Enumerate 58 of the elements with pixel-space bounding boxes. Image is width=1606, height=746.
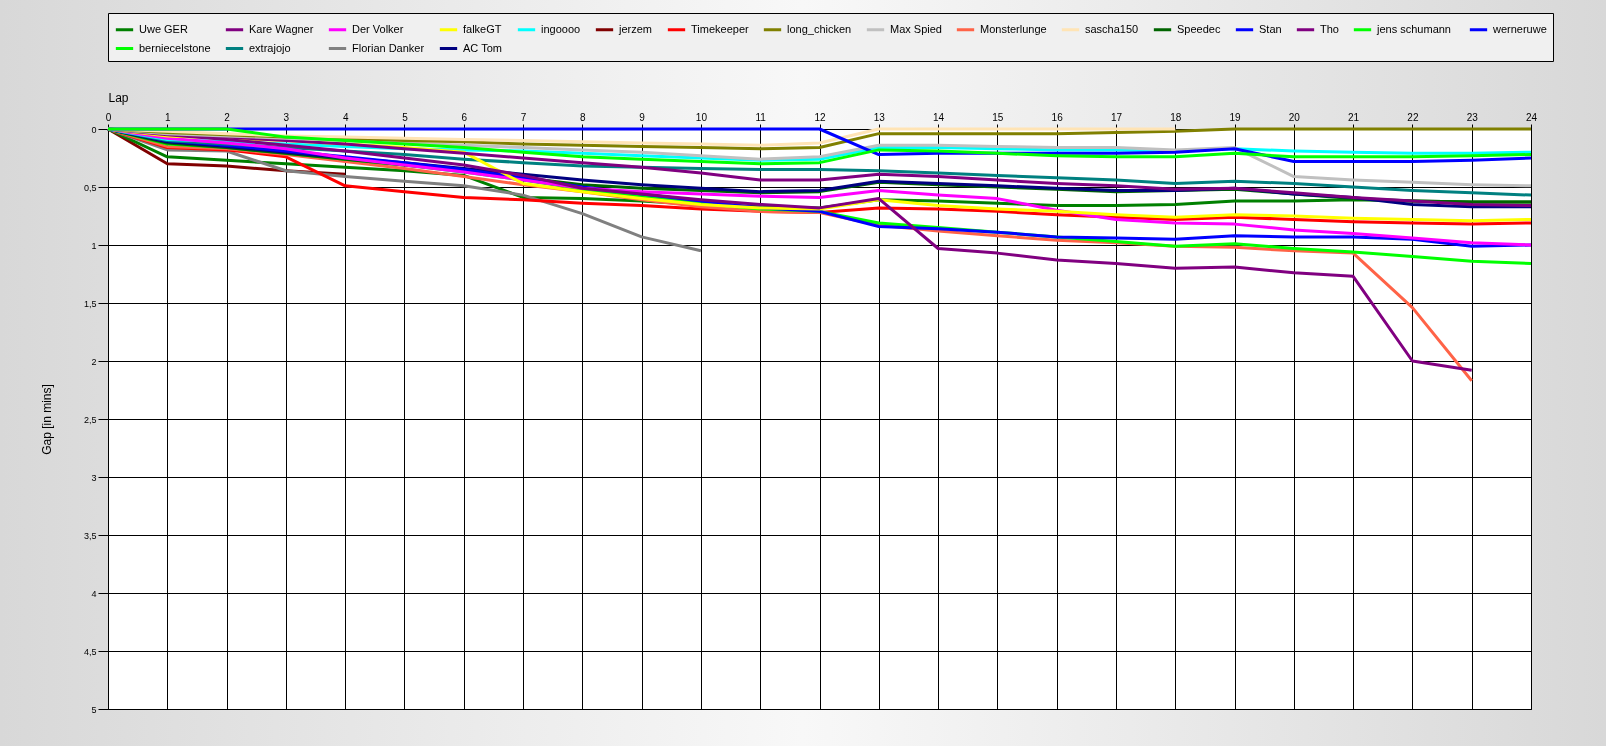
y-tick-label: 2,5 <box>83 414 97 425</box>
legend-label: long_chicken <box>787 22 852 35</box>
legend-label: Kare Wagner <box>249 22 314 35</box>
x-tick-label: 11 <box>755 111 767 123</box>
x-tick-label: 0 <box>105 111 112 123</box>
legend-label: ingoooo <box>541 22 581 35</box>
y-tick-label: 0 <box>91 124 97 135</box>
x-axis-title: Lap <box>108 90 129 105</box>
x-tick-label: 1 <box>165 111 172 123</box>
x-tick-label: 3 <box>283 111 290 123</box>
x-tick-label: 13 <box>873 111 886 123</box>
legend-label: jens schumann <box>1376 22 1451 35</box>
x-tick-label: 4 <box>342 111 349 123</box>
legend-label: sascha150 <box>1085 22 1139 35</box>
x-tick-label: 19 <box>1229 111 1242 123</box>
y-tick-label: 3 <box>91 472 97 483</box>
x-tick-label: 12 <box>814 111 826 123</box>
x-tick-label: 16 <box>1051 111 1064 123</box>
legend-label: falkeGT <box>463 22 502 35</box>
x-tick-label: 21 <box>1348 111 1360 123</box>
x-tick-label: 8 <box>580 111 587 123</box>
x-tick-label: 20 <box>1288 111 1301 123</box>
x-tick-label: 24 <box>1525 111 1538 123</box>
legend-label: Der Volker <box>352 22 404 35</box>
legend-label: Timekeeper <box>691 22 750 35</box>
legend-label: jerzem <box>618 22 653 35</box>
x-tick-label: 9 <box>639 111 646 123</box>
y-axis-title: Gap [in mins] <box>39 384 54 455</box>
legend-label: Speedec <box>1177 22 1221 35</box>
x-tick-label: 5 <box>402 111 409 123</box>
y-tick-label: 2 <box>91 356 97 367</box>
legend-label: extrajojo <box>249 41 291 54</box>
legend-label: berniecelstone <box>139 41 211 54</box>
x-tick-label: 2 <box>224 111 231 123</box>
legend-label: Max Spied <box>890 22 942 35</box>
x-tick-label: 23 <box>1466 111 1479 123</box>
x-tick-label: 6 <box>461 111 468 123</box>
legend-label: Uwe GER <box>139 22 188 35</box>
x-tick-label: 10 <box>695 111 708 123</box>
legend-label: Tho <box>1320 22 1339 35</box>
y-tick-label: 3,5 <box>83 530 97 541</box>
y-tick-label: 4 <box>91 588 97 599</box>
y-tick-label: 1 <box>91 240 97 251</box>
x-tick-label: 22 <box>1407 111 1419 123</box>
legend-label: AC Tom <box>463 41 502 54</box>
x-tick-label: 15 <box>992 111 1004 123</box>
x-tick-label: 7 <box>520 111 527 123</box>
y-tick-label: 4,5 <box>83 646 97 657</box>
y-tick-label: 0,5 <box>83 182 97 193</box>
x-tick-label: 18 <box>1170 111 1182 123</box>
legend-label: Florian Danker <box>352 41 425 54</box>
legend-label: werneruwe <box>1492 22 1547 35</box>
legend-label: Stan <box>1259 22 1282 35</box>
y-tick-label: 1,5 <box>83 298 97 309</box>
y-tick-label: 5 <box>91 704 97 715</box>
legend-label: Monsterlunge <box>980 22 1047 35</box>
x-tick-label: 17 <box>1110 111 1123 123</box>
x-tick-label: 14 <box>933 111 945 123</box>
